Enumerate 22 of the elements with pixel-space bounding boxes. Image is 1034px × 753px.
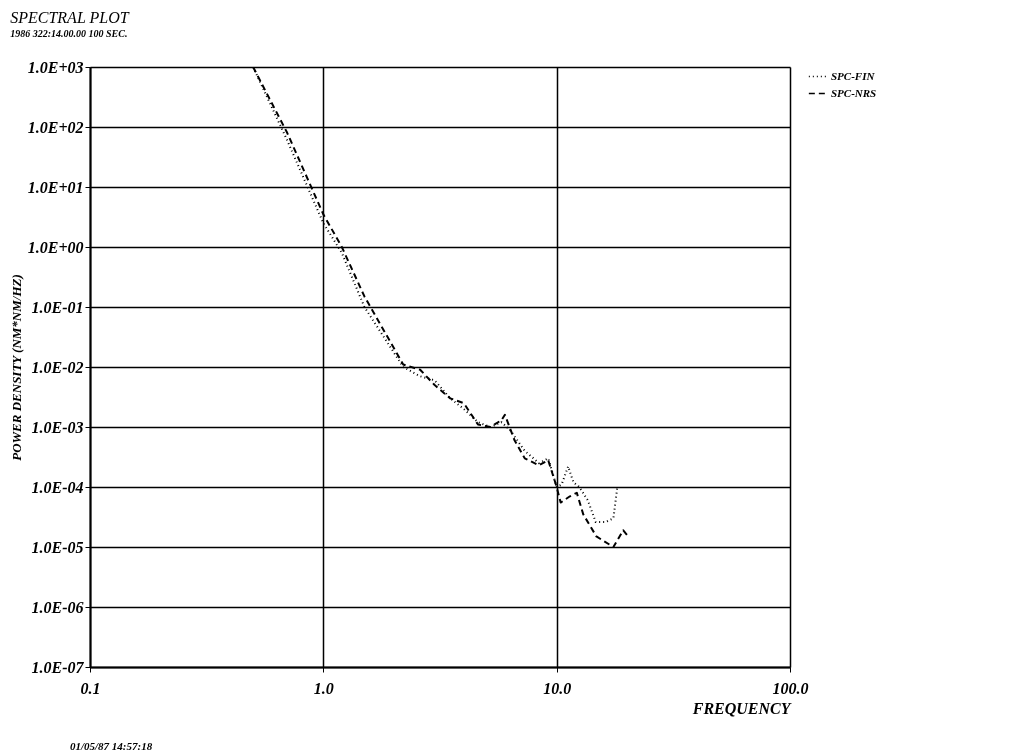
y-tick-label: 1.0E-01 xyxy=(31,298,84,316)
legend-label: SPC-FIN xyxy=(831,69,876,82)
x-tick-label: 10.0 xyxy=(543,679,572,697)
y-axis-title: POWER DENSITY (NM*NM/HZ) xyxy=(8,274,24,461)
y-tick-label: 1.0E-02 xyxy=(31,358,84,376)
chart-subtitle: 1986 322:14.00.00 100 SEC. xyxy=(10,28,128,39)
y-tick-label: 1.0E-05 xyxy=(31,538,84,556)
y-tick-label: 1.0E+02 xyxy=(27,118,84,136)
x-tick-label: 100.0 xyxy=(772,679,809,697)
chart-title: SPECTRAL PLOT xyxy=(10,9,130,26)
y-tick-label: 1.0E-04 xyxy=(31,478,84,496)
y-tick-label: 1.0E-06 xyxy=(31,598,84,616)
y-tick-label: 1.0E+00 xyxy=(27,238,84,256)
y-tick-label: 1.0E+03 xyxy=(27,58,84,76)
x-tick-label: 1.0 xyxy=(313,679,334,697)
text: 01/05/87 14:57:18 xyxy=(70,740,153,752)
y-tick-label: 1.0E-03 xyxy=(31,418,84,436)
x-axis-title: FREQUENCY xyxy=(691,699,792,717)
x-tick-label: 0.1 xyxy=(80,679,101,697)
y-tick-label: 1.0E-07 xyxy=(31,658,85,676)
legend-label: SPC-NRS xyxy=(831,86,877,99)
y-tick-label: 1.0E+01 xyxy=(27,178,84,196)
